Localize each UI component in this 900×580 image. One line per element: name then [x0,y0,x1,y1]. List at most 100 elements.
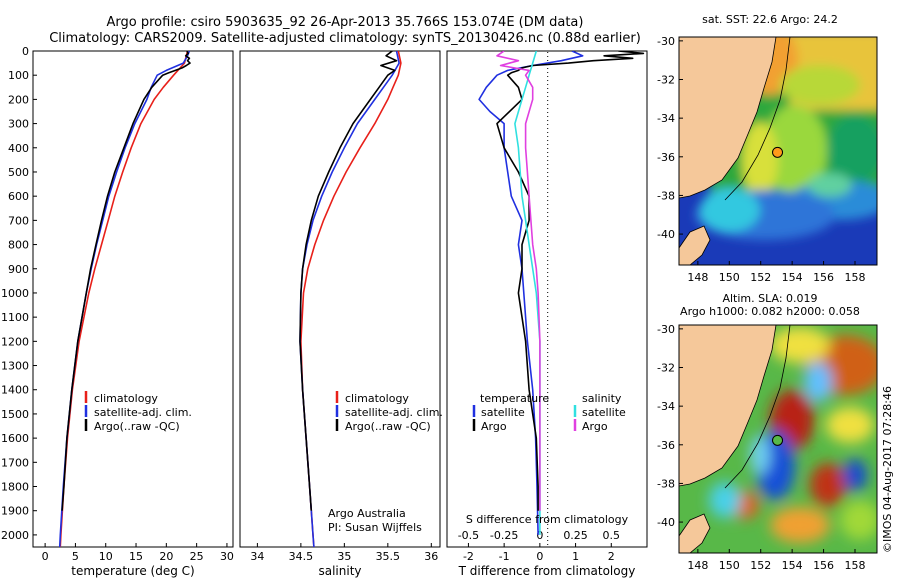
s-difference-axis-title: S difference from climatology [466,513,629,526]
salinity-legend: climatology satellite-adj. clim. Argo(..… [335,391,443,433]
legend-label-satellite: satellite-adj. clim. [94,406,192,419]
y-tick-label: 500 [8,166,29,179]
series-line-temperature-satellite [478,51,584,535]
x-tick-label: 1 [572,550,579,563]
y-tick-label: 1500 [1,408,29,421]
legend-label-climatology: climatology [94,392,158,405]
x-tick-label: 15 [129,550,143,563]
sst-map-frame [678,36,878,266]
sst-map-title: sat. SST: 22.6 Argo: 24.2 [702,13,838,26]
map-x-tick-label: 152 [750,559,771,572]
difference-panel: -2 -1 0 1 2 -0.5 -0.25 0 0.25 0.5 temperature sa… [446,50,648,578]
map-x-tick-label: 150 [719,559,740,572]
x-tick-label: 25 [190,550,204,563]
sla-depth-contour [724,325,791,489]
salinity-x-ticks: 34 34.5 35 35.5 36 [250,543,438,563]
y-tick-label: 400 [8,142,29,155]
depth-y-ticks: 0 100 200 300 400 500 600 700 800 900 1000 1100 1200… [1,45,37,542]
x-tick-label: 0 [42,550,49,563]
x-tick-label: 5 [72,550,79,563]
salinity-x-axis-label: salinity [318,564,361,578]
legend-label-temp-satellite: satellite [481,406,525,419]
map-x-tick-label: 158 [845,271,866,284]
series-line-argo-raw-qc- [299,51,398,511]
x-tick-label: -1 [499,550,510,563]
legend-label-sal-argo: Argo [582,420,608,433]
x-tick-label: 35.5 [376,550,401,563]
map-x-tick-label: 150 [719,271,740,284]
series-line-salinity-argo [496,51,541,511]
sla-map-x-ticks: 148 150 152 154 156 158 [687,549,866,572]
map-y-tick-label: -32 [657,74,675,87]
temperature-x-axis-label: temperature (deg C) [71,564,194,578]
y-tick-label: 0 [22,45,29,58]
sst-depth-contour [724,37,791,201]
y-tick-label: 300 [8,118,29,131]
sla-argo-position-marker [772,434,784,446]
sst-map-x-ticks: 148 150 152 154 156 158 [687,261,866,284]
y-tick-label: 1700 [1,456,29,469]
map-y-tick-label: -32 [657,362,675,375]
map-y-tick-label: -38 [657,477,675,490]
sla-field [709,327,877,543]
x-tick-label: 10 [99,550,113,563]
s-axis-tick-label: 0.25 [563,529,588,542]
map-y-tick-label: -34 [657,400,675,413]
y-tick-label: 900 [8,263,29,276]
map-y-tick-label: -36 [657,151,675,164]
x-tick-label: 36 [424,550,438,563]
x-tick-label: 2 [608,550,615,563]
t-difference-x-axis-label: T difference from climatology [458,564,636,578]
sst-map-y-ticks: -30 -32 -34 -36 -38 -40 [657,35,683,241]
series-line-temperature-argo [496,51,645,511]
sla-map-frame [678,324,878,554]
difference-legend: temperature satellite Argo salinity sate… [472,392,626,433]
map-x-tick-label: 154 [782,559,803,572]
sla-map-y-ticks: -30 -32 -34 -36 -38 -40 [657,323,683,529]
sst-land-mainland [679,37,777,199]
map-x-tick-label: 156 [813,559,834,572]
sla-map-title-line2: Argo h1000: 0.082 h2000: 0.058 [680,305,860,318]
temperature-legend: climatology satellite-adj. clim. Argo(..… [84,391,192,433]
y-tick-label: 800 [8,239,29,252]
temperature-x-ticks: 0 5 10 15 20 25 30 [42,543,234,563]
legend-label-argo: Argo(..raw -QC) [94,420,180,433]
s-axis-tick-label: -0.25 [490,529,518,542]
x-tick-label: -2 [463,550,474,563]
sla-land-mainland [679,325,777,487]
y-tick-label: 2000 [1,529,29,542]
legend-label-temp-argo: Argo [481,420,507,433]
y-tick-label: 1900 [1,505,29,518]
s-axis-tick-label: 0 [536,529,543,542]
x-tick-label: 0 [536,550,543,563]
y-tick-label: 1800 [1,481,29,494]
y-tick-label: 1600 [1,432,29,445]
sla-map: 148 150 152 154 156 158 -30 -32 -34 -36 -38 -40 [657,323,878,572]
figure-title-line2: Climatology: CARS2009. Satellite-adjuste… [49,31,641,46]
x-tick-label: 34.5 [289,550,314,563]
map-y-tick-label: -36 [657,439,675,452]
map-x-tick-label: 158 [845,559,866,572]
x-tick-label: 20 [159,550,173,563]
sst-map: 148 150 152 154 156 158 -30 -32 -34 -36 -38 -40 [657,35,878,284]
map-x-tick-label: 154 [782,271,803,284]
x-tick-label: 35 [337,550,351,563]
map-y-tick-label: -30 [657,323,675,336]
temperature-panel: 0 5 10 15 20 25 30 0 100 200 300 400 500 600 700 800 90… [1,45,234,578]
y-tick-label: 1300 [1,360,29,373]
argo-australia-annotation: Argo Australia [328,507,406,520]
map-y-tick-label: -40 [657,228,675,241]
y-tick-label: 1100 [1,311,29,324]
salinity-panel: 34 34.5 35 35.5 36 climatology satellite-adj… [239,50,443,578]
legend-label-climatology: climatology [345,392,409,405]
sla-map-title-line1: Altim. SLA: 0.019 [722,292,817,305]
map-x-tick-label: 152 [750,271,771,284]
temperature-lines [58,51,191,547]
y-tick-label: 100 [8,69,29,82]
y-tick-label: 1200 [1,335,29,348]
figure-title-line1: Argo profile: csiro 5903635_92 26-Apr-20… [107,15,584,30]
y-tick-label: 200 [8,93,29,106]
sst-argo-position-marker [772,146,784,158]
legend-salinity-title: salinity [582,392,622,405]
salinity-difference-axis-labels: -0.5 -0.25 0 0.25 0.5 [458,529,620,542]
